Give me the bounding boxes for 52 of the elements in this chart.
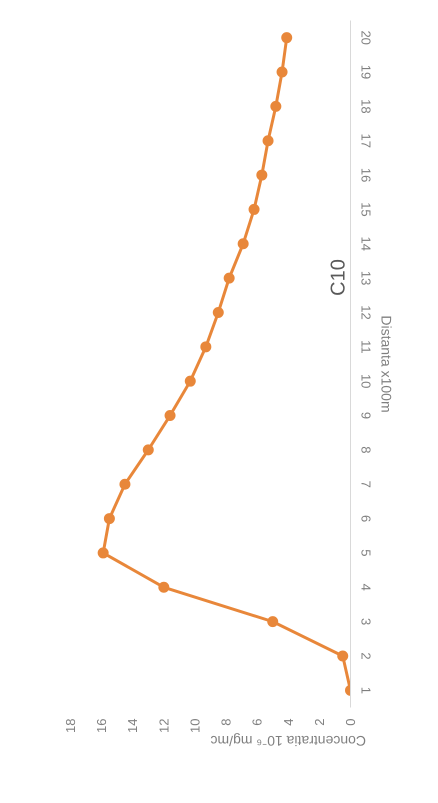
y2-tick-label: 19	[358, 64, 374, 80]
point	[270, 100, 282, 112]
x-tick-label: 14	[125, 718, 140, 733]
y2-tick-label: 12	[358, 305, 374, 320]
point	[276, 66, 288, 78]
x-tick-label: 6	[250, 718, 265, 726]
y2-axis-title: Distanta x100m	[378, 315, 394, 413]
y2-tick-label: 6	[358, 514, 374, 522]
y2-tick-label: 11	[358, 340, 374, 354]
y2-tick-label: 3	[358, 618, 374, 626]
y2-tick-label: 1	[358, 686, 374, 694]
y2-tick-label: 10	[358, 374, 374, 388]
y2-tick-label: 4	[358, 584, 374, 591]
y2-tick-label: 14	[358, 236, 374, 252]
point	[104, 513, 115, 524]
point	[337, 650, 348, 662]
y2-tick-label: 15	[358, 202, 374, 217]
x-tick-label: 18	[63, 718, 78, 733]
point	[164, 410, 176, 422]
x-tick-label: 12	[156, 718, 172, 733]
point	[281, 32, 292, 44]
x-tick-label: 2	[312, 718, 327, 726]
y2-tick-label: 7	[358, 480, 374, 488]
point	[256, 170, 268, 181]
y2-tick-label: 16	[358, 168, 374, 182]
x-tick-label: 4	[280, 718, 296, 726]
y2-tick-label: 17	[358, 133, 374, 148]
x-axis-title: Concentratia 10⁻⁶ mg/mc	[210, 732, 366, 749]
point	[224, 272, 235, 284]
x-tick-label: 10	[187, 718, 202, 733]
point	[184, 376, 196, 387]
y2-tick-label: 20	[358, 30, 374, 45]
point	[248, 204, 260, 215]
y2-tick-label: 9	[358, 412, 374, 420]
x-tick-label: 0	[343, 718, 358, 726]
point	[267, 616, 278, 628]
x-tick-label: 16	[94, 718, 110, 733]
point	[262, 135, 274, 146]
y2-tick-label: 13	[358, 270, 374, 286]
x-tick-label: 8	[218, 718, 234, 726]
y2-tick-label: 2	[358, 652, 374, 660]
point	[238, 238, 249, 250]
y2-tick-label: 5	[358, 549, 374, 557]
y2-tick-label: 18	[358, 99, 374, 114]
text: C10	[328, 259, 350, 296]
point	[142, 444, 154, 456]
y2-tick-label: 8	[358, 446, 374, 454]
point	[98, 547, 109, 558]
point	[212, 306, 224, 318]
point	[119, 478, 130, 490]
point	[158, 582, 170, 593]
point	[200, 341, 212, 352]
